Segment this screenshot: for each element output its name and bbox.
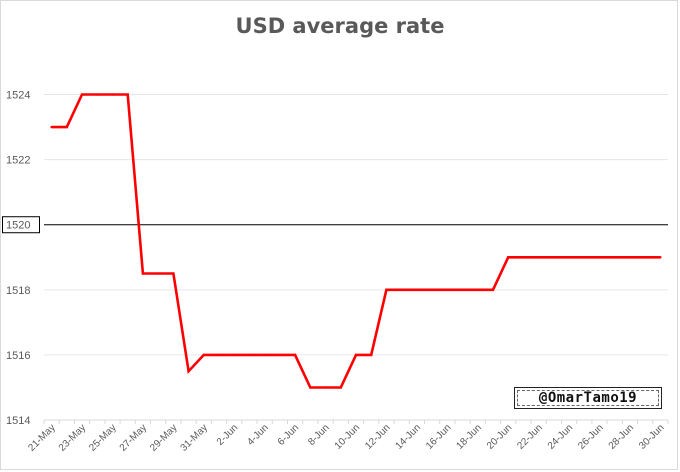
data-point: [80, 93, 84, 96]
data-point: [583, 256, 586, 259]
data-point: [156, 272, 160, 275]
data-point: [111, 93, 114, 96]
series: [50, 93, 662, 389]
data-point: [278, 353, 282, 357]
data-point: [552, 256, 556, 259]
data-point: [613, 256, 616, 259]
x-tick-label: 29-May: [148, 422, 179, 453]
y-tick-label: 1522: [6, 155, 30, 167]
watermark: @OmarTamo19: [514, 387, 662, 409]
data-point: [430, 288, 434, 292]
data-point: [537, 256, 540, 259]
y-tick-label: 1520: [6, 220, 30, 232]
data-point: [522, 256, 525, 259]
data-point: [217, 353, 221, 357]
data-point: [628, 256, 632, 259]
data-point: [659, 256, 662, 259]
data-point: [598, 256, 601, 259]
data-point: [96, 93, 99, 96]
x-tick-label: 26-Jun: [576, 422, 605, 451]
y-tick-label: 1518: [6, 285, 30, 297]
data-point: [643, 256, 647, 259]
data-point: [354, 353, 358, 357]
x-tick-label: 22-Jun: [515, 422, 544, 451]
x-tick-label: 30-Jun: [637, 422, 666, 451]
data-point: [293, 353, 297, 357]
x-tick-label: 25-May: [87, 422, 118, 453]
data-point: [324, 386, 327, 389]
x-tick-label: 12-Jun: [363, 422, 392, 451]
x-tick-label: 18-Jun: [454, 422, 483, 451]
y-axis: 1514 1516 1518 1520 1522 1524: [2, 90, 40, 427]
data-point: [415, 288, 419, 292]
data-point: [202, 353, 206, 357]
data-point: [309, 386, 312, 389]
x-tick-label: 16-Jun: [424, 422, 453, 451]
data-point: [476, 288, 479, 292]
x-tick-label: 6-Jun: [276, 422, 301, 447]
x-tick-label: 4-Jun: [245, 422, 270, 447]
data-point: [461, 288, 464, 292]
y-tick-label: 1524: [6, 90, 30, 102]
x-axis: 21-May 23-May 25-May 27-May 29-May 31-May 2-Ju…: [26, 420, 669, 454]
x-tick-label: 24-Jun: [546, 422, 575, 451]
data-point: [50, 125, 53, 129]
data-point: [172, 272, 175, 275]
x-tick-label: 31-May: [179, 422, 210, 453]
x-tick-label: 28-Jun: [607, 422, 636, 451]
data-point: [141, 272, 145, 275]
data-point: [567, 256, 571, 259]
x-tick-label: 10-Jun: [333, 422, 362, 451]
data-point: [248, 353, 251, 357]
series-line-0: [51, 93, 661, 389]
data-point: [400, 288, 403, 292]
data-point: [263, 353, 266, 357]
data-point: [126, 93, 129, 96]
x-tick-label: 14-Jun: [394, 422, 423, 451]
x-tick-label: 2-Jun: [215, 422, 240, 447]
chart-title: USD average rate: [235, 14, 445, 38]
data-point: [65, 125, 69, 129]
x-tick-label: 21-May: [26, 422, 57, 453]
data-point: [339, 386, 342, 389]
x-tick-label: 20-Jun: [485, 422, 514, 451]
data-point: [187, 369, 190, 373]
highlighted-tick-box: [2, 216, 40, 234]
data-point: [491, 288, 495, 292]
data-point: [233, 353, 236, 357]
data-point: [446, 288, 449, 292]
y-tick-label: 1516: [6, 350, 30, 362]
x-tick-label: 23-May: [57, 422, 88, 453]
x-tick-label: 8-Jun: [306, 422, 331, 447]
gridlines: [44, 94, 668, 421]
data-point: [506, 256, 510, 259]
data-point: [385, 288, 388, 292]
y-tick-label: 1514: [6, 415, 30, 427]
data-point: [370, 353, 373, 357]
x-tick-label: 27-May: [118, 422, 149, 453]
